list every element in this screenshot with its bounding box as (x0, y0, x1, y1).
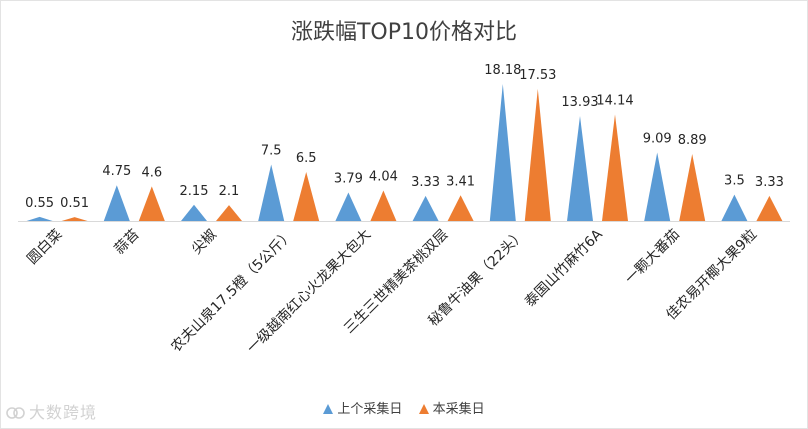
data-label-series-0-1: 4.75 (102, 164, 131, 179)
data-label-series-0-5: 3.33 (411, 175, 440, 190)
x-tick-label-4: 一级越南红心火龙果大包大 (244, 227, 374, 357)
watermark-text: 大数跨境 (29, 403, 98, 422)
bar-series-0-0 (26, 216, 53, 221)
bar-series-1-7 (602, 114, 628, 221)
series-1-marker-icon (418, 404, 429, 414)
data-label-series-0-8: 9.09 (643, 132, 672, 147)
bar-series-0-2 (181, 204, 207, 221)
x-tick-label-8: 一颗大番茄 (622, 226, 684, 288)
bar-series-0-1 (103, 185, 130, 221)
x-tick-label-2: 尖椒 (189, 227, 220, 258)
bar-series-0-5 (412, 195, 439, 221)
data-label-series-1-0: 0.51 (60, 196, 89, 211)
data-label-series-0-3: 7.5 (261, 143, 282, 158)
bar-series-1-8 (679, 154, 706, 221)
bar-series-1-2 (216, 205, 242, 221)
data-label-series-1-6: 17.53 (519, 68, 556, 83)
legend-item-series-0[interactable]: 上个采集日 (323, 398, 402, 417)
x-tick-label-1: 蒜苔 (111, 226, 143, 258)
bar-series-0-3 (258, 164, 285, 221)
data-label-series-1-5: 3.41 (446, 174, 475, 189)
data-label-series-1-7: 14.14 (596, 93, 633, 108)
bar-series-0-4 (335, 192, 362, 221)
data-label-series-1-1: 4.6 (141, 165, 162, 180)
x-tick-label-7: 泰国山竹麻竹6A (522, 226, 606, 310)
data-label-series-1-8: 8.89 (678, 133, 707, 148)
legend-item-series-1[interactable]: 本采集日 (418, 398, 485, 417)
bar-series-0-9 (721, 194, 748, 221)
bar-series-1-9 (756, 195, 783, 221)
legend: 上个采集日 本采集日 (0, 398, 808, 417)
bar-series-1-6 (524, 88, 551, 221)
data-label-series-1-3: 6.5 (296, 151, 317, 166)
data-label-series-0-0: 0.55 (25, 196, 54, 211)
data-label-series-0-2: 2.15 (180, 184, 209, 199)
data-label-series-0-6: 18.18 (484, 63, 521, 78)
bar-series-1-1 (138, 186, 165, 221)
data-label-series-0-9: 3.5 (724, 174, 745, 189)
bar-series-0-7 (567, 116, 593, 221)
bar-series-1-4 (370, 190, 397, 221)
data-label-series-1-4: 4.04 (369, 170, 398, 185)
x-tick-label-3: 农夫山泉17.5橙（5公斤） (168, 226, 297, 355)
x-tick-label-0: 圆白菜 (24, 227, 65, 268)
series-0-marker-icon (323, 404, 334, 414)
data-label-series-1-2: 2.1 (219, 184, 240, 199)
bar-series-1-0 (61, 217, 88, 221)
legend-label-series-1: 本采集日 (432, 402, 485, 417)
bar-series-1-5 (447, 195, 474, 221)
data-label-series-1-9: 3.33 (755, 175, 784, 190)
bar-series-0-8 (644, 152, 671, 221)
watermark-logo-icon (6, 407, 25, 419)
bar-series-0-6 (489, 84, 516, 221)
bar-series-1-3 (293, 172, 320, 221)
data-label-series-0-4: 3.79 (334, 171, 363, 186)
watermark: 大数跨境 (6, 399, 97, 423)
chart-title: 涨跌幅TOP10价格对比 (290, 20, 518, 45)
data-label-series-0-7: 13.93 (561, 95, 598, 110)
legend-label-series-0: 上个采集日 (337, 402, 403, 417)
